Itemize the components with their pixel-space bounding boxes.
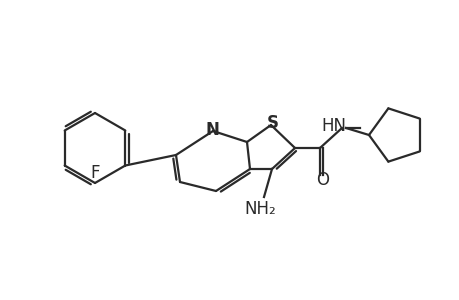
Text: F: F [90,164,100,182]
Text: O: O [316,171,329,189]
Text: NH₂: NH₂ [244,200,275,218]
Text: HN: HN [321,117,346,135]
Text: N: N [205,121,218,139]
Text: S: S [266,114,279,132]
